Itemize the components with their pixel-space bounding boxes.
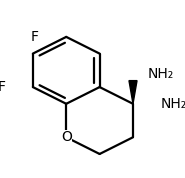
Text: NH₂: NH₂ (160, 97, 185, 111)
Text: O: O (61, 130, 72, 144)
Text: F: F (0, 80, 6, 94)
Text: F: F (31, 30, 39, 44)
Polygon shape (129, 81, 137, 104)
Text: NH₂: NH₂ (147, 67, 174, 81)
